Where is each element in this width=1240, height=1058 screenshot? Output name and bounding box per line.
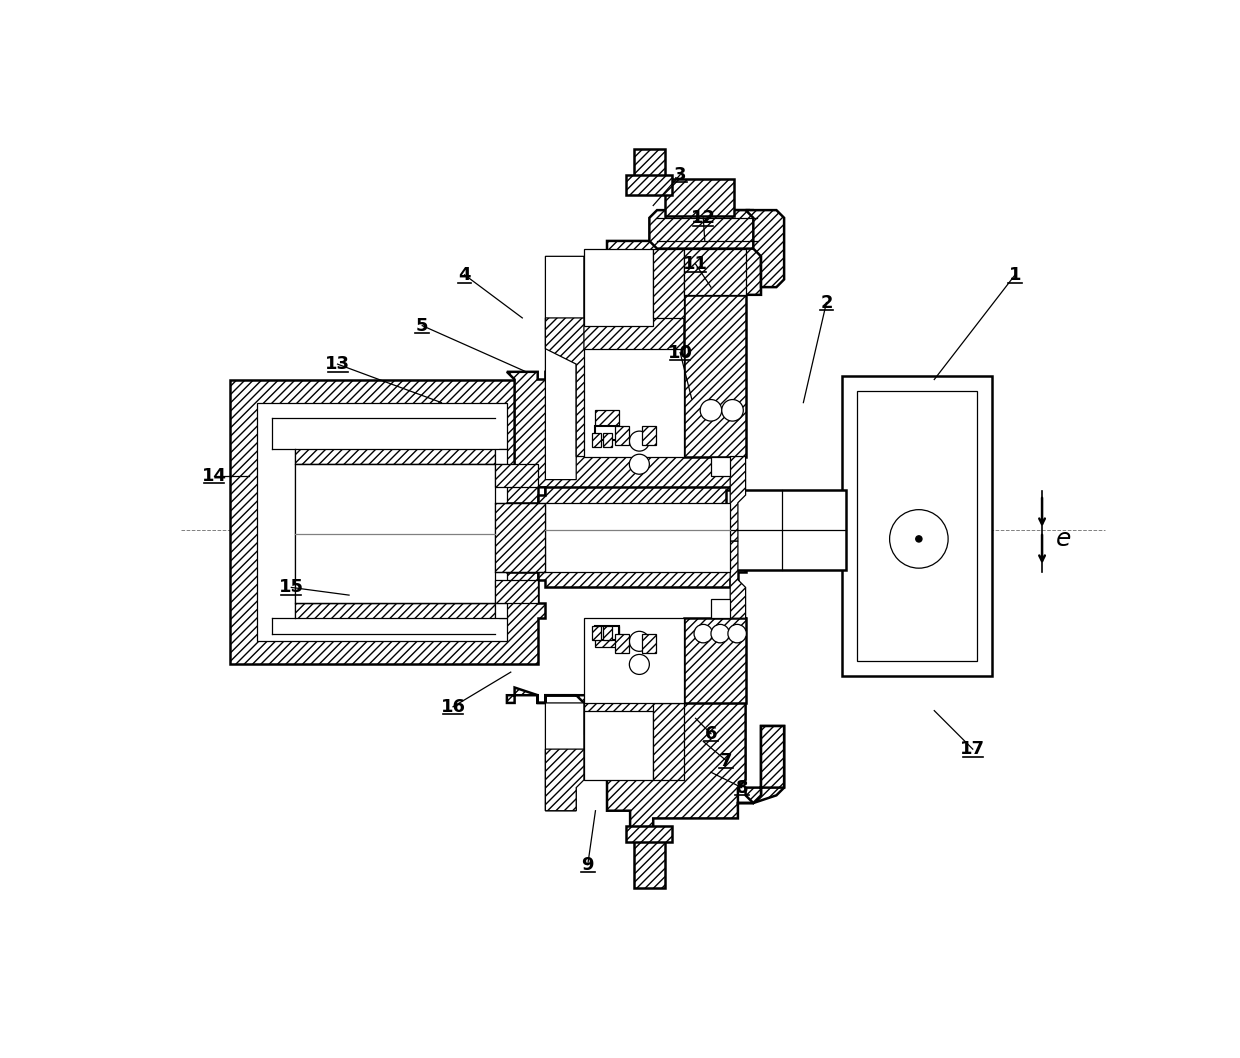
Circle shape bbox=[630, 632, 650, 652]
Bar bbox=[641, 425, 656, 445]
Polygon shape bbox=[650, 211, 758, 249]
Text: e: e bbox=[1056, 527, 1071, 551]
Text: 10: 10 bbox=[667, 344, 693, 362]
Text: 8: 8 bbox=[735, 779, 748, 797]
Text: 6: 6 bbox=[704, 725, 717, 743]
Polygon shape bbox=[295, 449, 495, 464]
Bar bbox=[595, 626, 619, 647]
Polygon shape bbox=[507, 211, 761, 495]
Bar bbox=[584, 349, 684, 456]
Circle shape bbox=[722, 400, 743, 421]
Text: 12: 12 bbox=[691, 208, 715, 226]
Text: 13: 13 bbox=[325, 355, 350, 373]
Bar bbox=[626, 176, 672, 195]
Text: 16: 16 bbox=[440, 698, 465, 716]
Text: 11: 11 bbox=[683, 255, 708, 273]
Bar bbox=[711, 599, 730, 618]
Text: 7: 7 bbox=[720, 751, 733, 769]
Bar bbox=[626, 826, 672, 841]
Bar bbox=[591, 434, 601, 448]
Circle shape bbox=[889, 510, 949, 568]
Text: 17: 17 bbox=[960, 741, 986, 759]
Circle shape bbox=[728, 624, 746, 643]
Bar bbox=[595, 626, 619, 640]
Bar bbox=[546, 503, 730, 572]
Text: 5: 5 bbox=[415, 316, 429, 334]
Polygon shape bbox=[745, 726, 784, 803]
Bar bbox=[711, 456, 730, 476]
Polygon shape bbox=[546, 749, 584, 810]
Bar bbox=[495, 449, 507, 464]
Bar bbox=[595, 425, 619, 439]
Text: 14: 14 bbox=[202, 467, 227, 485]
Text: 2: 2 bbox=[820, 293, 833, 311]
Polygon shape bbox=[684, 618, 745, 703]
Polygon shape bbox=[546, 317, 608, 456]
Bar bbox=[591, 626, 601, 640]
Bar bbox=[603, 434, 613, 448]
Bar bbox=[495, 580, 538, 603]
Bar bbox=[615, 634, 629, 653]
Polygon shape bbox=[634, 834, 665, 888]
Text: 9: 9 bbox=[582, 856, 594, 874]
Text: 3: 3 bbox=[673, 166, 687, 184]
Bar bbox=[584, 618, 684, 703]
Polygon shape bbox=[272, 418, 495, 634]
Bar bbox=[842, 376, 992, 676]
Polygon shape bbox=[653, 703, 684, 780]
Polygon shape bbox=[584, 711, 653, 780]
Text: 4: 4 bbox=[459, 266, 471, 284]
Circle shape bbox=[630, 454, 650, 474]
Polygon shape bbox=[295, 603, 495, 618]
Bar bbox=[727, 490, 846, 569]
Circle shape bbox=[630, 655, 650, 674]
Circle shape bbox=[701, 400, 722, 421]
Bar bbox=[615, 425, 629, 445]
Polygon shape bbox=[730, 456, 745, 542]
Polygon shape bbox=[634, 148, 665, 179]
Bar bbox=[295, 464, 495, 603]
Bar bbox=[595, 411, 619, 432]
Polygon shape bbox=[546, 256, 584, 479]
Circle shape bbox=[916, 535, 921, 542]
Polygon shape bbox=[730, 542, 745, 618]
Bar bbox=[665, 179, 734, 216]
Circle shape bbox=[694, 624, 713, 643]
Circle shape bbox=[711, 624, 729, 643]
Bar bbox=[641, 634, 656, 653]
Text: 15: 15 bbox=[279, 579, 304, 597]
Polygon shape bbox=[507, 618, 784, 834]
Polygon shape bbox=[745, 211, 784, 287]
Polygon shape bbox=[229, 380, 546, 664]
Circle shape bbox=[630, 431, 650, 451]
Bar bbox=[495, 503, 546, 572]
Bar bbox=[495, 464, 538, 488]
Bar bbox=[857, 391, 977, 660]
Polygon shape bbox=[507, 488, 745, 587]
Text: 1: 1 bbox=[1009, 266, 1022, 284]
Polygon shape bbox=[584, 249, 653, 326]
Polygon shape bbox=[546, 703, 584, 810]
Bar bbox=[495, 603, 507, 618]
Polygon shape bbox=[684, 249, 745, 295]
Polygon shape bbox=[684, 295, 745, 456]
Polygon shape bbox=[257, 403, 507, 641]
Polygon shape bbox=[653, 249, 684, 317]
Bar bbox=[603, 626, 613, 640]
